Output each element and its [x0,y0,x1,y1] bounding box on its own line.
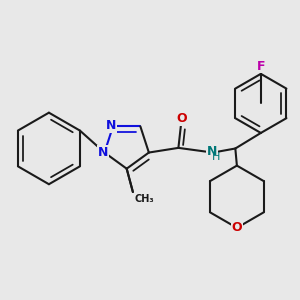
Text: H: H [212,152,220,162]
Text: N: N [207,145,217,158]
Text: CH₃: CH₃ [134,194,154,204]
Text: F: F [256,60,265,73]
Text: O: O [176,112,187,125]
Text: N: N [106,119,117,132]
Text: N: N [98,146,108,159]
Text: O: O [232,221,242,234]
